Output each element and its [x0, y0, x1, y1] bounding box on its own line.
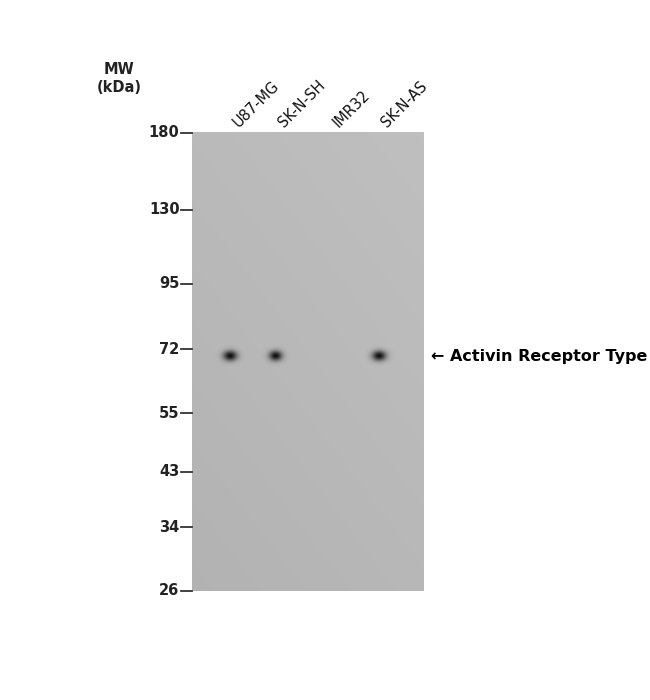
Text: 43: 43: [159, 464, 179, 479]
Text: 55: 55: [159, 406, 179, 421]
Text: 72: 72: [159, 342, 179, 357]
Text: ← Activin Receptor Type IIB: ← Activin Receptor Type IIB: [432, 349, 650, 363]
Text: 95: 95: [159, 276, 179, 291]
Text: MW
(kDa): MW (kDa): [97, 62, 142, 94]
Text: 130: 130: [149, 202, 179, 217]
Text: 34: 34: [159, 519, 179, 535]
Text: U87-MG: U87-MG: [230, 78, 282, 130]
Text: SK-N-SH: SK-N-SH: [275, 77, 328, 130]
Text: 26: 26: [159, 583, 179, 598]
Text: 180: 180: [149, 125, 179, 140]
Text: IMR32: IMR32: [331, 87, 373, 130]
Text: SK-N-AS: SK-N-AS: [378, 78, 430, 130]
